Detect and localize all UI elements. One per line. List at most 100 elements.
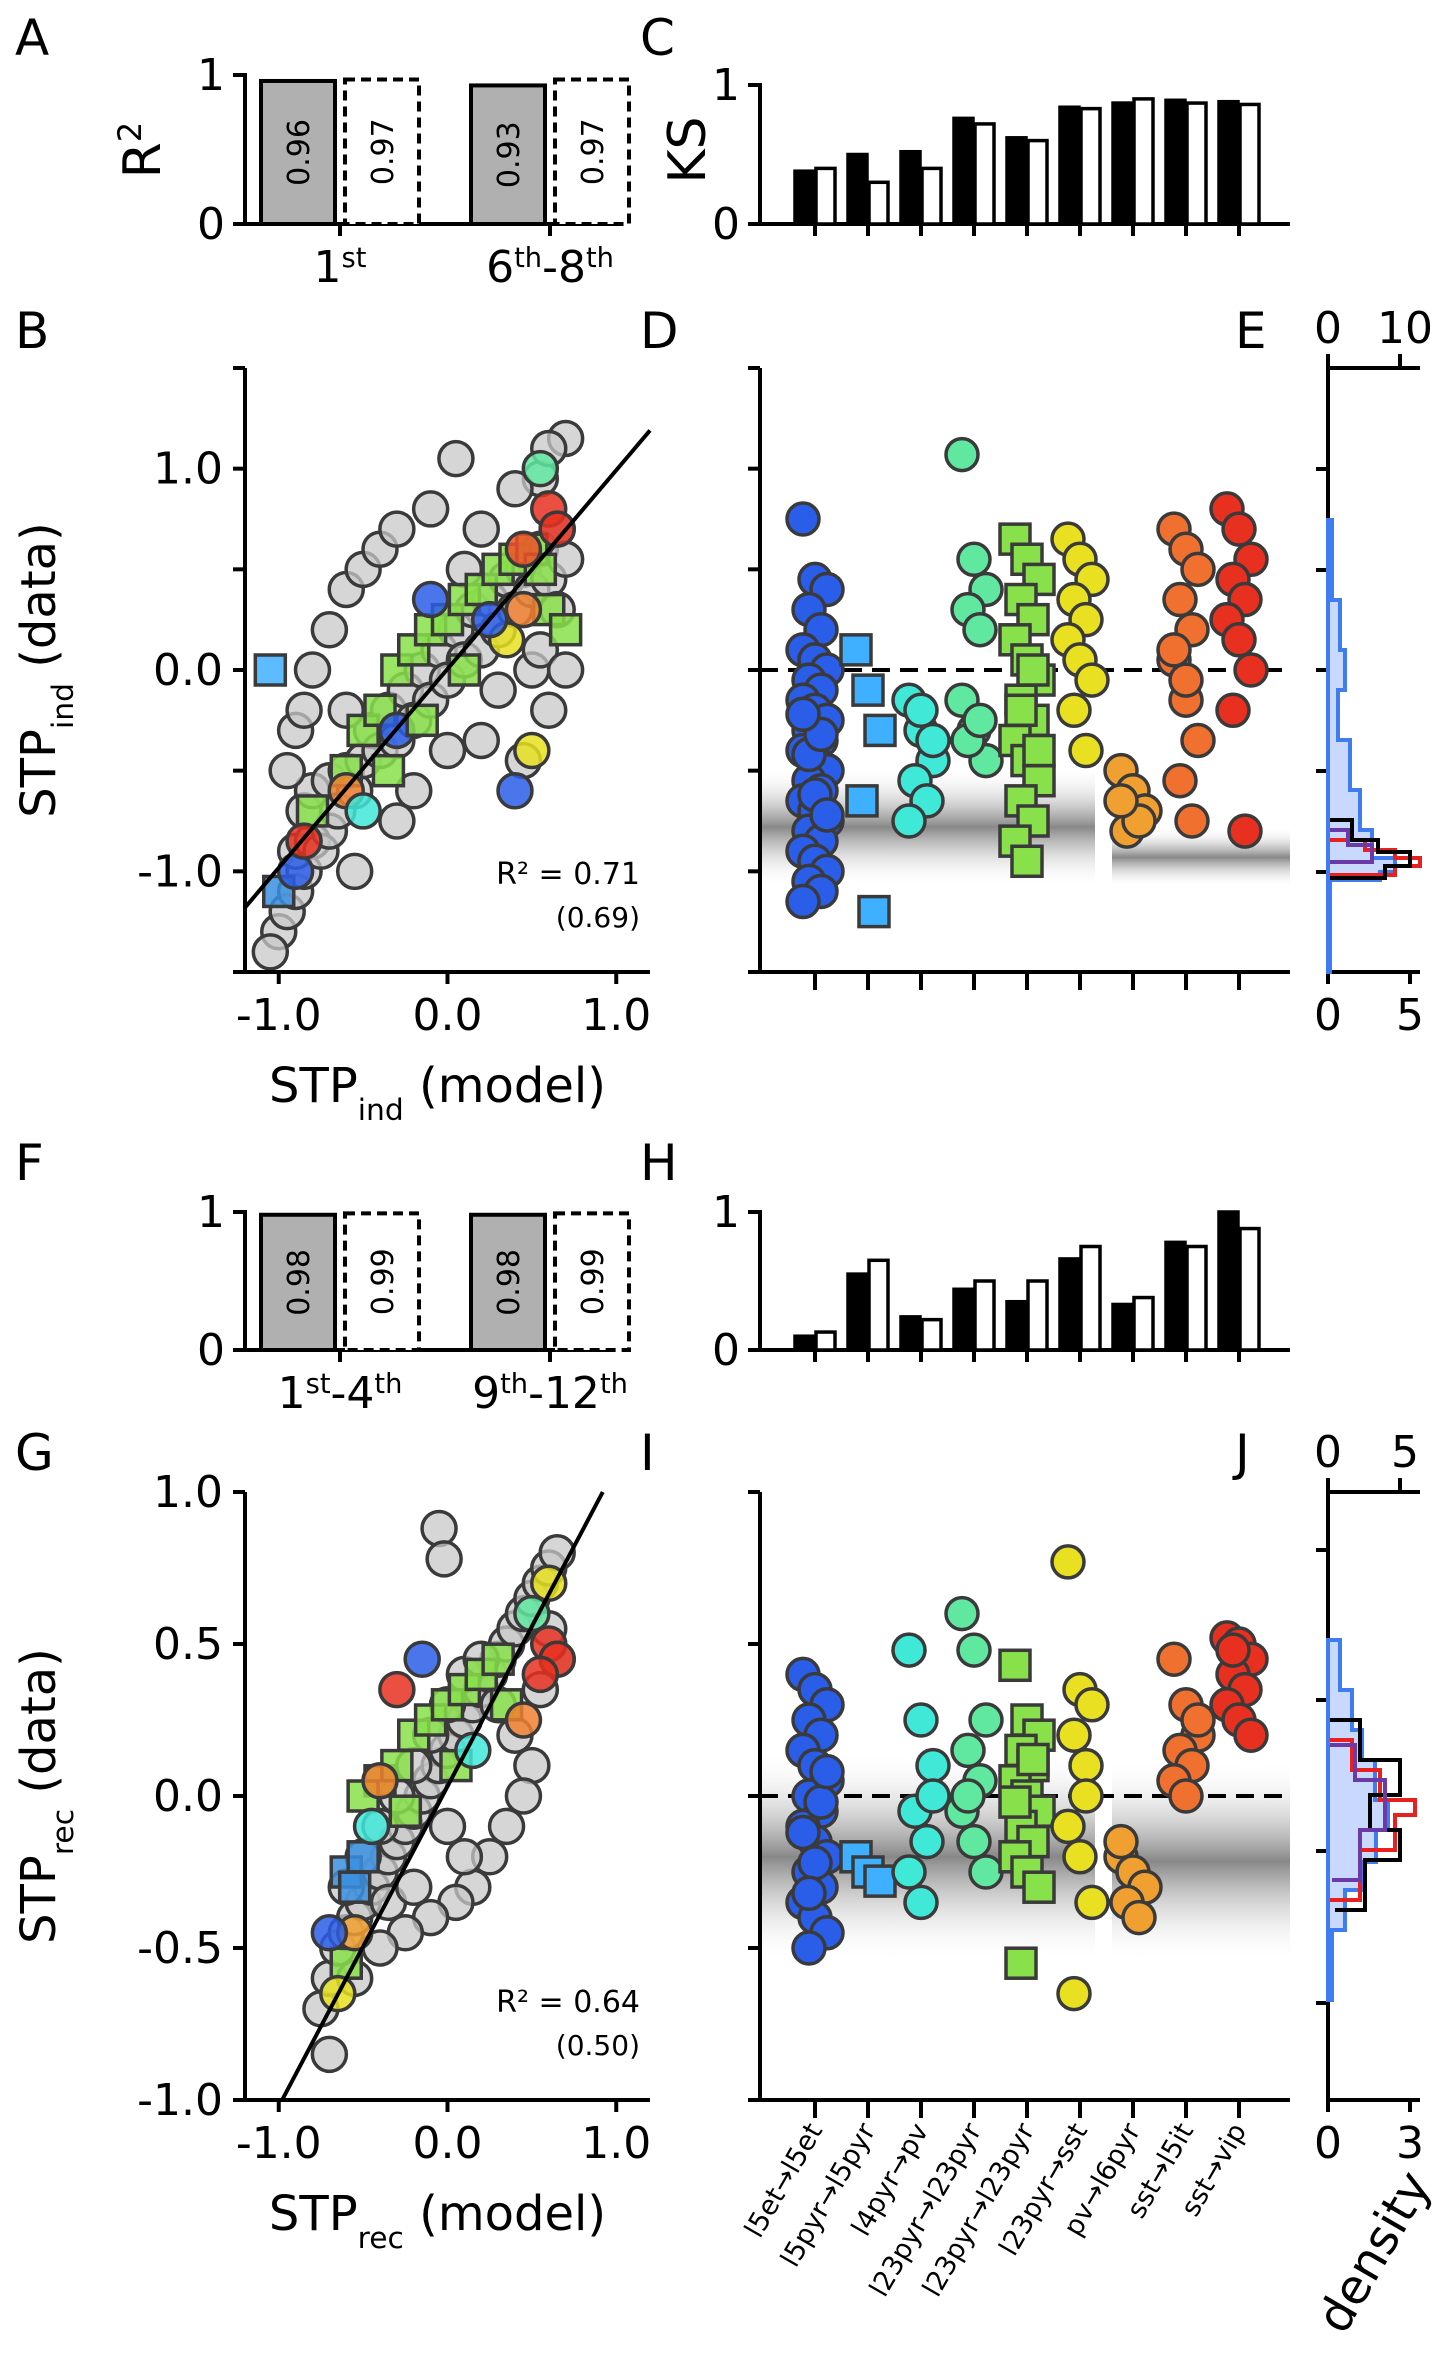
- panel-g: -1.0 0.0 1.0 -1.0 -0.5 0.0 0.5 1.0 R² = 0.64 (0.5…: [11, 1467, 651, 2256]
- strip-point: [909, 1823, 945, 1860]
- ks-bar-white: [973, 122, 996, 226]
- scatter-point: [513, 1746, 551, 1785]
- panel-label-d: D: [640, 302, 679, 360]
- ks-bar-white: [1185, 101, 1208, 226]
- scatter-point-square: [548, 612, 583, 647]
- strip-point: [956, 541, 992, 578]
- panel-e: 0 10 0 5: [1314, 303, 1433, 1041]
- strip-point: [1156, 632, 1192, 668]
- strip-point-square: [1010, 844, 1044, 879]
- scatter-point: [420, 1509, 458, 1548]
- y-tick-label: 0.5: [153, 1619, 223, 1670]
- x-tick-label: -1.0: [236, 990, 322, 1041]
- strip-point-square: [998, 1648, 1032, 1683]
- y-tick-label: 1.0: [153, 1467, 223, 1518]
- strip-point-square: [845, 784, 879, 818]
- strip-point: [950, 1778, 986, 1814]
- ks-bar-black: [1005, 1299, 1028, 1352]
- ks-bar-white: [1026, 1279, 1049, 1352]
- strip-point: [1074, 1687, 1110, 1723]
- y-tick-label: 1: [197, 50, 225, 101]
- ks-bar-white: [1238, 1226, 1261, 1352]
- strip-point: [962, 702, 998, 739]
- strip-point: [1074, 662, 1110, 698]
- histogram-black: [1330, 1718, 1402, 1912]
- ks-bar-white: [814, 1330, 837, 1352]
- strip-point: [791, 1930, 827, 1966]
- y-tick-label: 0: [712, 1325, 740, 1376]
- strip-point: [785, 1814, 821, 1851]
- panel-label-h: H: [640, 1134, 678, 1192]
- y-axis-label: STPrec (data): [11, 1648, 81, 1944]
- strip-point: [1121, 1899, 1157, 1936]
- r2-annotation-secondary: (0.69): [556, 901, 640, 934]
- strip-point: [1221, 511, 1257, 547]
- scatter-point: [395, 772, 433, 810]
- ks-bar-black: [1058, 1257, 1081, 1352]
- strip-point: [1162, 581, 1198, 618]
- scatter-point-colored: [454, 1731, 492, 1770]
- histogram-purple: [1330, 828, 1374, 864]
- strip-point: [915, 1778, 951, 1814]
- panel-i: l5et→l5etl5pyr→l5pyrl4pyr→pvl23pyr→l23py…: [739, 1490, 1290, 2302]
- strip-point-square: [851, 673, 885, 707]
- strip-point: [944, 436, 980, 473]
- scatter-point-colored: [538, 510, 576, 548]
- scatter-point: [425, 1540, 463, 1578]
- strip-point: [1180, 722, 1216, 759]
- r2-bar-filled: [259, 1212, 337, 1353]
- y-axis-label: KS: [658, 116, 718, 183]
- y-tick-label: 1: [712, 60, 740, 111]
- fit-line: [243, 429, 652, 909]
- panel-c: 0 1KS: [658, 60, 1290, 250]
- strip-point: [1162, 762, 1198, 799]
- strip-point: [891, 803, 927, 839]
- strip-point: [915, 1747, 951, 1784]
- ks-bar-white: [814, 166, 837, 226]
- scatter-point: [285, 691, 323, 730]
- scatter-point: [293, 651, 332, 689]
- x-tick-label: 0.0: [413, 990, 483, 1041]
- x-axis-label: STPrec (model): [269, 2186, 606, 2256]
- scatter-point: [496, 470, 534, 508]
- strip-point: [968, 1854, 1004, 1890]
- y-axis-label: STPind (data): [11, 522, 81, 818]
- ks-bar-white: [1132, 97, 1155, 226]
- bottom-tick-label: 0: [1314, 2118, 1342, 2169]
- strip-point-square: [857, 894, 891, 929]
- histogram-black: [1330, 818, 1412, 880]
- scatter-point: [487, 1807, 526, 1846]
- scatter-point-square: [337, 1870, 372, 1904]
- panel-label-j: J: [1232, 1424, 1250, 1482]
- scatter-point-square: [430, 1688, 465, 1722]
- r2-bar-dashed: [343, 1211, 421, 1352]
- ks-bar-black: [952, 1287, 975, 1352]
- strip-point: [797, 1845, 833, 1881]
- ks-bar-white: [1026, 138, 1049, 226]
- y-tick-label: -1.0: [137, 2075, 223, 2126]
- y-tick-label: 1: [712, 1187, 740, 1238]
- strip-point: [809, 1753, 845, 1790]
- x-tick-label: 6th-8th: [486, 242, 614, 293]
- strip-point: [803, 1784, 839, 1820]
- strip-point: [1056, 692, 1092, 729]
- x-tick-label: -1.0: [236, 2118, 322, 2169]
- strip-point-square: [863, 713, 897, 748]
- ks-bar-black: [793, 1334, 816, 1352]
- top-tick-label: 10: [1377, 303, 1433, 354]
- strip-point-square: [839, 633, 873, 667]
- scatter-point-square: [346, 1840, 380, 1874]
- strip-point: [915, 722, 951, 759]
- panel-label-g: G: [15, 1424, 54, 1482]
- strip-point-square: [1004, 1946, 1038, 1980]
- strip-point: [1168, 1778, 1204, 1814]
- scatter-point: [479, 671, 517, 709]
- scatter-point: [504, 1777, 543, 1815]
- strip-point: [1068, 1747, 1104, 1784]
- scatter-point-colored: [378, 1670, 416, 1709]
- ks-bar-black: [793, 169, 816, 226]
- strip-point-square: [1004, 693, 1038, 728]
- strip-point: [1227, 813, 1263, 849]
- panel-label-c: C: [640, 9, 675, 67]
